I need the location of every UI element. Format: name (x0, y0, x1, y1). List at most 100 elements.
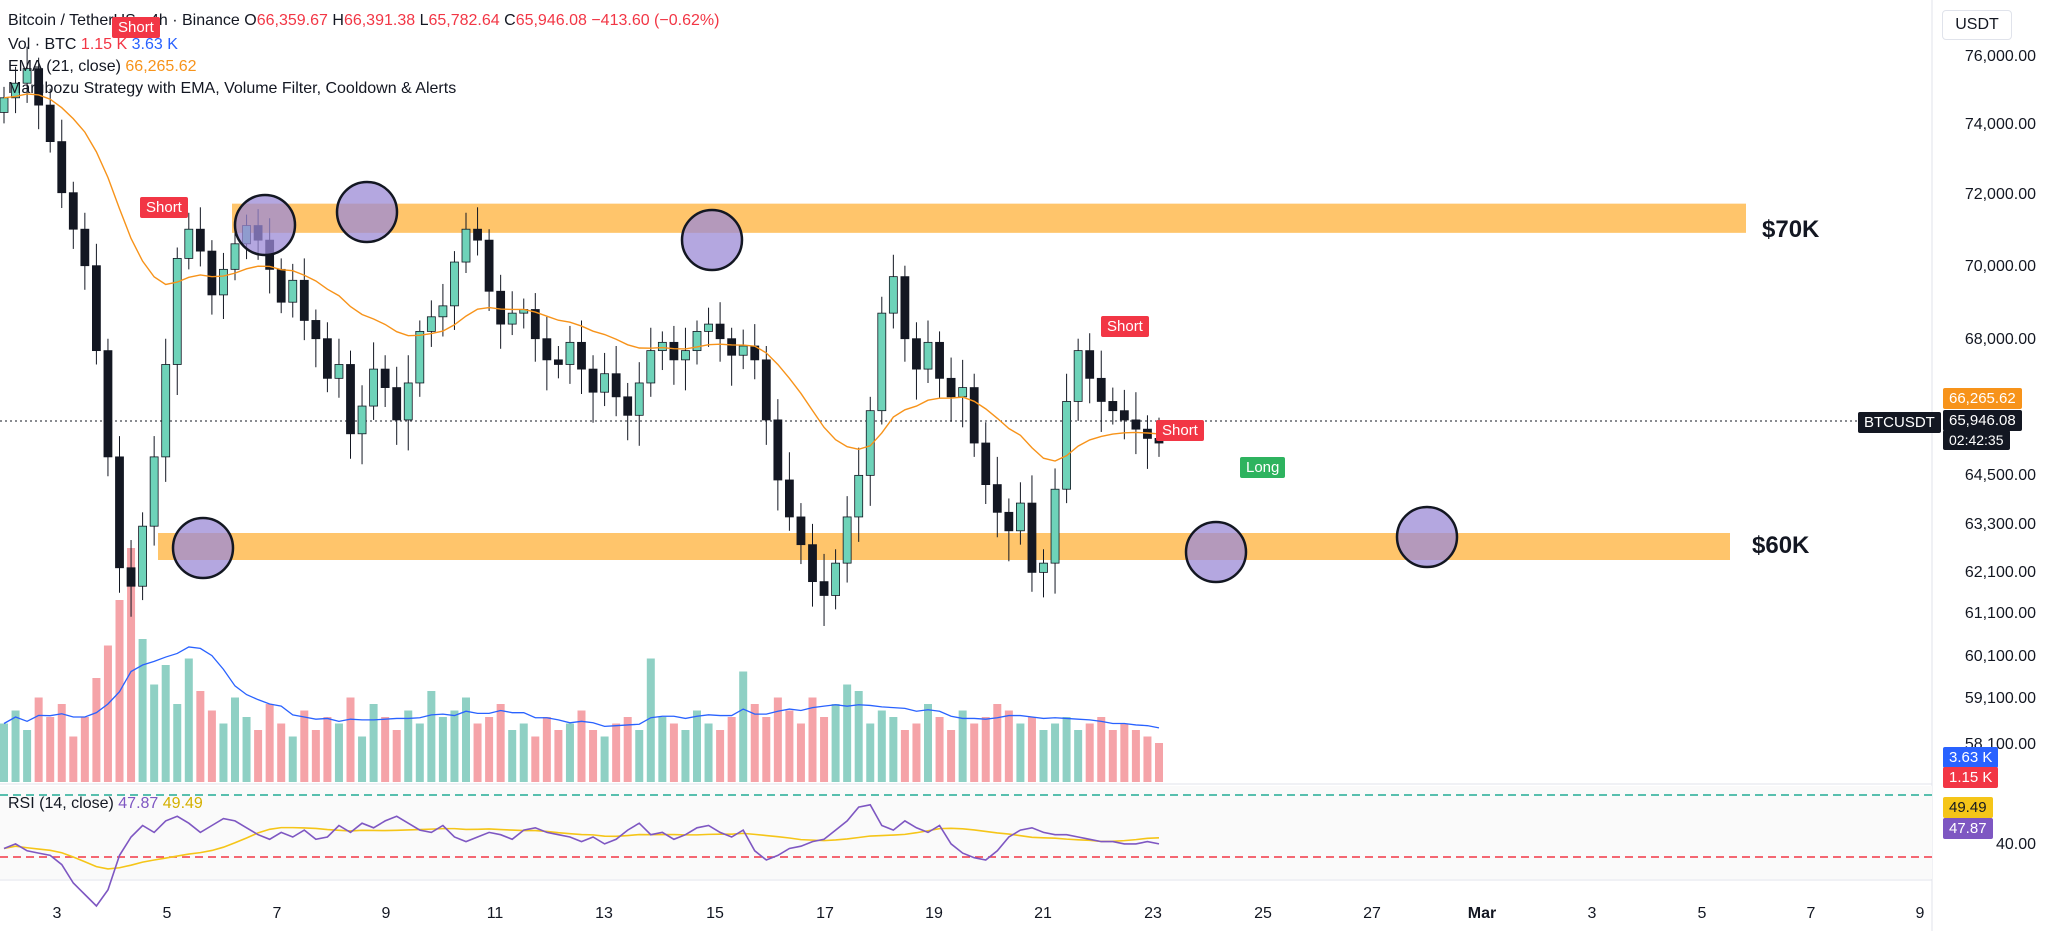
time-axis-label: Mar (1467, 905, 1497, 922)
candle-up (149, 456, 159, 527)
open-label: O (244, 12, 257, 29)
volume-bar (242, 717, 251, 782)
candle-down (1096, 377, 1106, 402)
candle-up (334, 364, 344, 379)
volume-legend[interactable]: Vol · BTC 1.15 K 3.63 K (8, 34, 178, 56)
symbol-badge[interactable]: BTCUSDT (1858, 412, 1941, 433)
long-signal-tag[interactable]: Long (1240, 457, 1286, 478)
candle-up (507, 312, 517, 325)
time-axis-label: 17 (816, 905, 834, 922)
candle-down (473, 228, 482, 241)
volume-bar (1085, 723, 1094, 782)
volume-bar (346, 697, 355, 782)
volume-bar (11, 710, 20, 782)
volume-bar (831, 704, 840, 782)
open-value: 66,359.67 (256, 12, 328, 29)
volume-bar (785, 710, 794, 782)
volume-bar (127, 548, 136, 782)
ema-value: 66,265.62 (125, 58, 197, 75)
time-axis-label: 7 (272, 905, 282, 922)
volume-bar (207, 710, 216, 782)
candle-up (1073, 350, 1083, 402)
candle-down (195, 228, 205, 252)
volume-bar (854, 691, 863, 782)
candle-up (403, 382, 413, 421)
volume-bar (727, 717, 736, 782)
ema-legend[interactable]: EMA (21, close) 66,265.62 (8, 56, 197, 78)
short-signal-tag[interactable]: Short (1101, 316, 1149, 337)
currency-selector[interactable]: USDT (1942, 10, 2012, 40)
candle-down (276, 268, 286, 303)
candle-down (669, 341, 679, 361)
countdown-badge: 02:42:35 (1943, 430, 2010, 450)
candle-down (761, 359, 771, 421)
rsi-line (3, 803, 1160, 908)
volume-bar (0, 723, 8, 782)
volume-bar (589, 730, 598, 782)
volume-badge: 1.15 K (1943, 767, 1999, 788)
candle-down (623, 396, 633, 416)
volume-bar (1062, 717, 1071, 782)
rsi-axis-label: 40.00 (1995, 836, 2036, 853)
volume-bar (843, 684, 852, 782)
candle-down (1131, 419, 1141, 430)
high-label: H (332, 12, 344, 29)
candle-down (530, 309, 540, 340)
candle-down (1027, 502, 1037, 573)
volume-bar (173, 704, 182, 782)
candle-down (773, 419, 783, 481)
volume-bar (750, 704, 759, 782)
volume-bar (300, 710, 309, 782)
volume-bar (600, 736, 609, 782)
price-axis-label: 59,100.00 (1964, 690, 2036, 707)
candle-up (11, 82, 20, 99)
volume-bar (277, 723, 286, 782)
volume-bar (565, 723, 574, 782)
time-axis-label: 19 (925, 905, 943, 922)
volume-bar (92, 678, 101, 782)
candle-down (542, 338, 552, 361)
strategy-legend[interactable]: Marubozu Strategy with EMA, Volume Filte… (8, 78, 456, 100)
short-signal-tag[interactable]: Short (112, 17, 160, 38)
candle-down (496, 290, 506, 325)
volume-bar (981, 717, 990, 782)
volume-bar (993, 704, 1002, 782)
strategy-label: Marubozu Strategy with EMA, Volume Filte… (8, 80, 457, 97)
volume-bar (508, 730, 517, 782)
zone-label-70k: $70K (1762, 216, 1820, 243)
candle-down (969, 387, 979, 444)
time-axis-label: 27 (1363, 905, 1381, 922)
last-price-badge: 65,946.08 (1943, 410, 2022, 431)
candle-up (288, 279, 298, 303)
candle-down (322, 338, 332, 379)
highlight-circle (171, 516, 235, 580)
candle-down (45, 104, 55, 142)
candle-up (426, 316, 436, 332)
short-signal-tag[interactable]: Short (140, 197, 188, 218)
volume-bar (1097, 717, 1106, 782)
time-axis-label: 7 (1806, 905, 1816, 922)
time-axis-label: 25 (1254, 905, 1272, 922)
ema-price-badge: 66,265.62 (1943, 388, 2022, 409)
candle-down (935, 341, 944, 379)
candle-down (981, 442, 991, 485)
rsi-legend[interactable]: RSI (14, close) 47.87 49.49 (8, 793, 203, 815)
volume-bar (1108, 730, 1117, 782)
candle-down (577, 341, 586, 370)
candle-down (785, 479, 794, 518)
highlight-circle (680, 208, 744, 272)
ema-label: EMA (21, close) (8, 58, 121, 75)
candle-up (219, 268, 228, 296)
candle-down (1004, 511, 1014, 532)
candle-up (704, 323, 713, 332)
candle-down (900, 276, 910, 340)
short-signal-tag[interactable]: Short (1156, 420, 1204, 441)
candle-up (22, 68, 32, 84)
volume-bar (254, 730, 263, 782)
candle-up (958, 387, 968, 398)
price-axis-label: 74,000.00 (1964, 116, 2036, 133)
volume-bar (358, 736, 367, 782)
volume-bar (184, 658, 193, 782)
candle-up (1050, 488, 1060, 564)
